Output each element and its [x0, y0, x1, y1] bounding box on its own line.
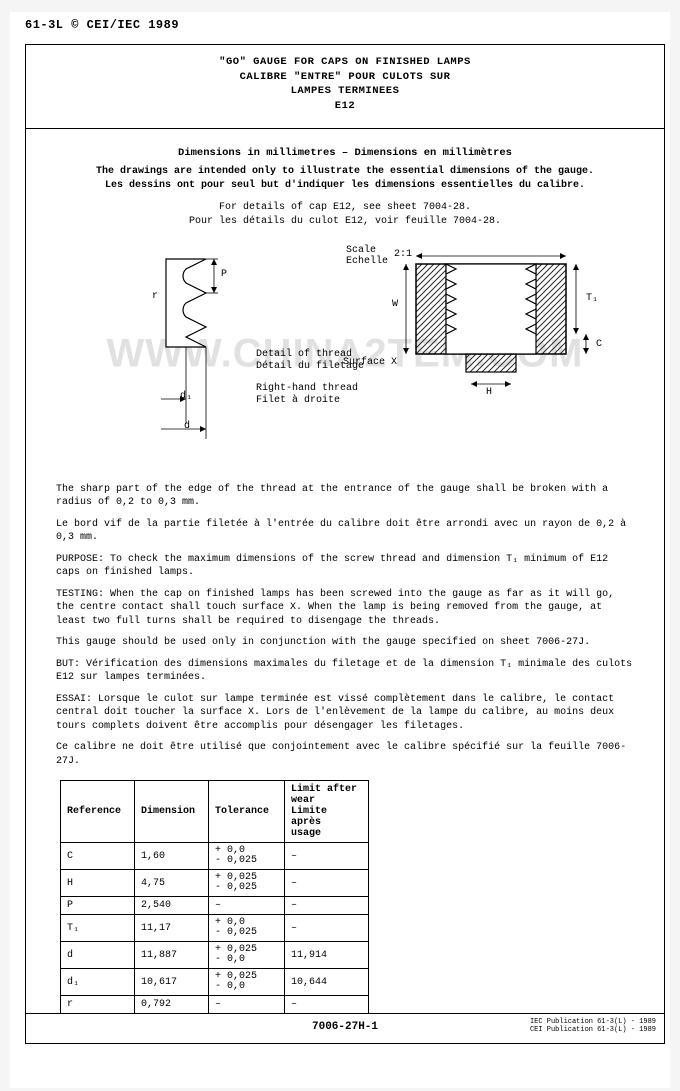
detail-ref: For details of cap E12, see sheet 7004-2…: [56, 201, 634, 229]
intro-fr: Les dessins ont pour seul but d'indiquer…: [105, 180, 585, 191]
label-C: C: [596, 339, 602, 350]
cell-dim: 0,792: [135, 996, 209, 1014]
page: 61-3L © CEI/IEC 1989 "GO" GAUGE FOR CAPS…: [10, 12, 670, 1088]
body: Dimensions in millimetres – Dimensions e…: [26, 129, 664, 1025]
cell-dim: 1,60: [135, 843, 209, 870]
cell-tol: + 0,0 - 0,025: [209, 915, 285, 942]
cell-ref: d₁: [61, 969, 135, 996]
paragraph: ESSAI: Lorsque le culot sur lampe termin…: [56, 693, 634, 734]
label-P: P: [221, 269, 227, 280]
paragraph: PURPOSE: To check the maximum dimensions…: [56, 553, 634, 580]
title-line3: LAMPES TERMINEES: [46, 84, 644, 99]
label-r: r: [152, 291, 158, 302]
cell-tol: + 0,025 - 0,0: [209, 942, 285, 969]
cell-tol: + 0,025 - 0,0: [209, 969, 285, 996]
intro-en: The drawings are intended only to illust…: [96, 166, 594, 177]
th-dimension: Dimension: [135, 781, 209, 843]
title-line4: E12: [46, 99, 644, 114]
label-H: H: [486, 387, 492, 398]
paragraph: This gauge should be used only in conjun…: [56, 636, 634, 650]
paragraph: Ce calibre ne doit être utilisé que conj…: [56, 741, 634, 768]
detail-fr: Pour les détails du culot E12, voir feui…: [189, 216, 501, 227]
paragraph: TESTING: When the cap on finished lamps …: [56, 588, 634, 629]
th-wear: Limit after wear Limite après usage: [285, 781, 369, 843]
paragraph: BUT: Vérification des dimensions maximal…: [56, 658, 634, 685]
label-d: d: [184, 421, 190, 432]
surface-x-label: Surface X: [343, 357, 397, 368]
table-row: P2,540––: [61, 897, 369, 915]
rh-thread-en: Right-hand thread: [256, 383, 358, 394]
table-row: d11,887+ 0,025 - 0,011,914: [61, 942, 369, 969]
cell-ref: T₁: [61, 915, 135, 942]
title-block: "GO" GAUGE FOR CAPS ON FINISHED LAMPS CA…: [26, 45, 664, 129]
thread-detail-diagram: [146, 249, 256, 449]
diagram-zone: WWW.CHINA2TEM.COM P: [56, 239, 634, 469]
gauge-cross-section-diagram: [376, 244, 616, 424]
footer: 7006-27H-1 IEC Publication 61-3(L) - 198…: [26, 1013, 664, 1043]
scale-fr: Echelle: [346, 256, 388, 267]
title-line2: CALIBRE "ENTRE" POUR CULOTS SUR: [46, 70, 644, 85]
cell-ref: H: [61, 870, 135, 897]
label-d1: d₁: [180, 391, 192, 402]
table-row: C1,60+ 0,0 - 0,025–: [61, 843, 369, 870]
table-row: d₁10,617+ 0,025 - 0,010,644: [61, 969, 369, 996]
paragraph: Le bord vif de la partie filetée à l'ent…: [56, 518, 634, 545]
footer-right2: CEI Publication 61-3(L) - 1989: [530, 1026, 656, 1034]
intro-text: The drawings are intended only to illust…: [56, 165, 634, 193]
content-frame: "GO" GAUGE FOR CAPS ON FINISHED LAMPS CA…: [25, 44, 665, 1044]
detail-en: For details of cap E12, see sheet 7004-2…: [219, 202, 471, 213]
th-reference: Reference: [61, 781, 135, 843]
footer-publication: IEC Publication 61-3(L) - 1989 CEI Publi…: [530, 1018, 656, 1035]
cell-ref: r: [61, 996, 135, 1014]
scale-en: Scale: [346, 245, 376, 256]
scale-value: 2:1: [394, 249, 412, 260]
table-header-row: Reference Dimension Tolerance Limit afte…: [61, 781, 369, 843]
cell-dim: 4,75: [135, 870, 209, 897]
cell-ref: P: [61, 897, 135, 915]
cell-ref: C: [61, 843, 135, 870]
cell-wear: –: [285, 915, 369, 942]
cell-dim: 2,540: [135, 897, 209, 915]
title-line1: "GO" GAUGE FOR CAPS ON FINISHED LAMPS: [46, 55, 644, 70]
cell-dim: 11,887: [135, 942, 209, 969]
label-T1: T₁: [586, 293, 598, 304]
table-row: T₁11,17+ 0,0 - 0,025–: [61, 915, 369, 942]
cell-wear: –: [285, 870, 369, 897]
sheet-number: 7006-27H-1: [312, 1021, 378, 1033]
cell-wear: –: [285, 996, 369, 1014]
cell-dim: 11,17: [135, 915, 209, 942]
cell-wear: –: [285, 897, 369, 915]
table-row: r0,792––: [61, 996, 369, 1014]
cell-tol: + 0,0 - 0,025: [209, 843, 285, 870]
paragraph: The sharp part of the edge of the thread…: [56, 483, 634, 510]
cell-wear: –: [285, 843, 369, 870]
dimensions-header: Dimensions in millimetres – Dimensions e…: [56, 147, 634, 159]
label-W: W: [392, 299, 398, 310]
document-code: 61-3L © CEI/IEC 1989: [25, 18, 179, 32]
cell-tol: + 0,025 - 0,025: [209, 870, 285, 897]
cell-wear: 11,914: [285, 942, 369, 969]
cell-wear: 10,644: [285, 969, 369, 996]
footer-right1: IEC Publication 61-3(L) - 1989: [530, 1018, 656, 1026]
cell-tol: –: [209, 996, 285, 1014]
cell-dim: 10,617: [135, 969, 209, 996]
cell-tol: –: [209, 897, 285, 915]
detail-thread-en: Detail of thread: [256, 349, 352, 360]
cell-ref: d: [61, 942, 135, 969]
dimensions-table: Reference Dimension Tolerance Limit afte…: [60, 780, 369, 1014]
rh-thread-fr: Filet à droite: [256, 395, 340, 406]
table-row: H4,75+ 0,025 - 0,025–: [61, 870, 369, 897]
th-tolerance: Tolerance: [209, 781, 285, 843]
